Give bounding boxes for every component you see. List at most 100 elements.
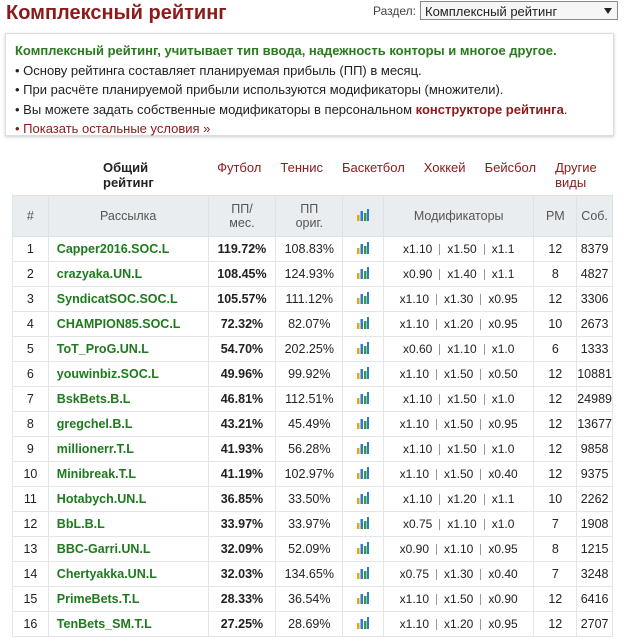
chart-icon[interactable] — [357, 466, 370, 479]
rm: 10 — [533, 311, 578, 337]
modifier: x1.20 — [444, 317, 474, 331]
chart-icon[interactable] — [357, 616, 370, 629]
modifier: x1.30 — [444, 567, 474, 581]
modifier: x1.50 — [447, 392, 477, 406]
chart-icon[interactable] — [357, 316, 370, 329]
subscription-name[interactable]: gregchel.B.L — [47, 411, 209, 437]
chart-cell — [342, 536, 384, 562]
col-header[interactable]: ПП ориг. — [275, 195, 344, 237]
modifier: x1.10 — [399, 367, 429, 381]
table-row: 12 BbL.B.L 33.97% 33.97% x0.75 x1.10 x1.0 7 1908 — [12, 511, 613, 537]
chart-icon[interactable] — [357, 366, 370, 379]
chart-cell — [342, 386, 384, 412]
chart-icon — [357, 208, 370, 221]
modifier: x1.10 — [399, 417, 429, 431]
chart-icon[interactable] — [357, 241, 370, 254]
subscription-name[interactable]: Minibreak.T.L — [47, 461, 209, 487]
tab[interactable]: Хоккей — [423, 160, 466, 175]
section-select[interactable]: Комплексный рейтинг — [420, 1, 618, 20]
chart-icon[interactable] — [357, 441, 370, 454]
modifier: x1.50 — [444, 417, 474, 431]
rm: 12 — [533, 586, 578, 612]
chart-icon[interactable] — [357, 341, 370, 354]
rm: 12 — [533, 361, 578, 387]
tab[interactable]: Футбол — [217, 160, 262, 175]
chart-icon[interactable] — [357, 541, 370, 554]
tab[interactable]: Общий рейтинг — [103, 160, 154, 190]
planned-profit: 54.70% — [207, 336, 277, 362]
col-header[interactable]: РМ — [533, 195, 578, 237]
separator — [436, 569, 437, 581]
tab[interactable]: Баскетбол — [341, 160, 405, 175]
row-number: 15 — [12, 586, 49, 612]
modifier: x1.10 — [402, 242, 433, 256]
chart-cell — [342, 486, 384, 512]
modifiers: x1.10 x1.50 x1.1 — [382, 236, 535, 262]
modifier: x1.0 — [491, 392, 515, 406]
tab[interactable]: Бейсбол — [484, 160, 537, 175]
events: 9858 — [576, 436, 613, 462]
tab[interactable]: Теннис — [280, 160, 323, 175]
chart-cell — [342, 511, 384, 537]
col-header[interactable]: Соб. — [576, 195, 613, 237]
select-value: Комплексный рейтинг — [425, 4, 558, 19]
events: 2673 — [576, 311, 613, 337]
modifier: x0.50 — [488, 367, 518, 381]
subscription-name[interactable]: Hotabych.UN.L — [47, 486, 209, 512]
events: 3306 — [576, 286, 613, 312]
chart-icon[interactable] — [357, 591, 370, 604]
col-header[interactable]: Рассылка — [47, 195, 209, 237]
show-more-link[interactable]: • Показать остальные условия » — [15, 121, 211, 136]
tab[interactable]: Другие виды — [555, 160, 597, 190]
chart-icon[interactable] — [357, 416, 370, 429]
rm: 10 — [533, 486, 578, 512]
modifier: x1.0 — [491, 517, 515, 531]
subscription-name[interactable]: CHAMPION85.SOC.L — [47, 311, 209, 337]
separator — [436, 319, 437, 331]
subscription-name[interactable]: ToT_ProG.UN.L — [47, 336, 209, 362]
planned-profit: 33.97% — [207, 511, 277, 537]
constructor-link[interactable]: конструкторе рейтинга — [415, 101, 564, 117]
modifier: x1.10 — [399, 467, 429, 481]
subscription-name[interactable]: Capper2016.SOC.L — [47, 236, 209, 262]
separator — [439, 444, 441, 456]
modifiers: x1.10 x1.50 x0.95 — [382, 411, 535, 437]
modifier: x1.1 — [491, 492, 515, 506]
original-profit: 102.97% — [275, 461, 344, 487]
separator — [436, 469, 437, 481]
subscription-name[interactable]: millionerr.T.L — [47, 436, 209, 462]
modifier: x1.50 — [444, 592, 474, 606]
original-profit: 111.12% — [275, 286, 344, 312]
subscription-name[interactable]: BbL.B.L — [47, 511, 209, 537]
modifier: x0.90 — [402, 267, 433, 281]
subscription-name[interactable]: Chertyakka.UN.L — [47, 561, 209, 587]
row-number: 13 — [12, 536, 49, 562]
modifier: x0.90 — [488, 592, 518, 606]
chart-icon[interactable] — [357, 291, 370, 304]
chart-icon[interactable] — [357, 491, 370, 504]
separator — [483, 244, 485, 256]
chart-cell — [342, 461, 384, 487]
planned-profit: 46.81% — [207, 386, 277, 412]
modifier: x0.95 — [488, 417, 518, 431]
modifiers: x1.10 x1.20 x0.95 — [382, 611, 535, 637]
chart-icon[interactable] — [357, 266, 370, 279]
subscription-name[interactable]: PrimeBets.T.L — [47, 586, 209, 612]
col-header[interactable]: ПП/мес. — [207, 195, 277, 237]
subscription-name[interactable]: BskBets.B.L — [47, 386, 209, 412]
subscription-name[interactable]: TenBets_SM.T.L — [47, 611, 209, 637]
separator — [436, 619, 437, 631]
subscription-name[interactable]: youwinbiz.SOC.L — [47, 361, 209, 387]
chart-icon[interactable] — [357, 566, 370, 579]
header-line: ПП/ — [231, 202, 253, 216]
modifier: x0.95 — [488, 292, 518, 306]
chart-icon[interactable] — [357, 516, 370, 529]
subscription-name[interactable]: crazyaka.UN.L — [47, 261, 209, 287]
subscription-name[interactable]: SyndicatSOC.SOC.L — [47, 286, 209, 312]
chart-cell — [342, 586, 384, 612]
modifiers: x1.10 x1.50 x0.40 — [382, 461, 535, 487]
chart-icon[interactable] — [357, 391, 370, 404]
modifiers: x1.10 x1.50 x0.50 — [382, 361, 535, 387]
subscription-name[interactable]: BBC-Garri.UN.L — [47, 536, 209, 562]
modifier: x1.0 — [491, 342, 515, 356]
